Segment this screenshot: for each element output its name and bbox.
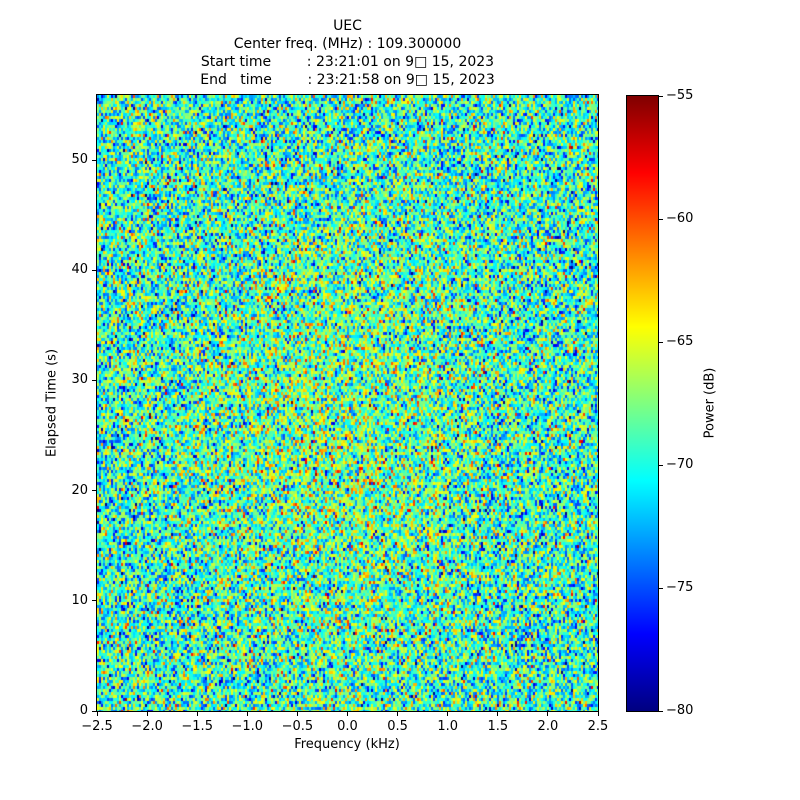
x-tick-mark bbox=[597, 712, 599, 716]
colorbar-tick-label: −70 bbox=[666, 457, 694, 472]
start-time-line: Start time : 23:21:01 on 9□ 15, 2023 bbox=[200, 54, 495, 70]
x-tick-label: −0.5 bbox=[281, 719, 314, 734]
y-tick-label: 50 bbox=[71, 152, 88, 168]
colorbar-tick-mark bbox=[659, 587, 663, 589]
x-tick-label: −1.0 bbox=[231, 719, 264, 734]
x-tick-label: 0.0 bbox=[337, 719, 358, 734]
y-tick-label: 20 bbox=[71, 482, 88, 498]
x-tick-mark bbox=[296, 712, 298, 716]
y-tick-mark bbox=[92, 159, 96, 161]
y-tick-label: 30 bbox=[71, 372, 88, 388]
colorbar-tick-label: −80 bbox=[666, 703, 694, 718]
spectrogram-heatmap bbox=[97, 95, 598, 711]
x-tick-label: −2.0 bbox=[131, 719, 163, 734]
end-time-line: End time : 23:21:58 on 9□ 15, 2023 bbox=[200, 72, 495, 88]
colorbar-tick-mark bbox=[659, 95, 663, 97]
x-tick-mark bbox=[547, 712, 549, 716]
colorbar-tick-mark bbox=[659, 341, 663, 343]
colorbar bbox=[626, 95, 659, 712]
x-tick-mark bbox=[146, 712, 148, 716]
colorbar-tick-mark bbox=[659, 710, 663, 712]
x-tick-mark bbox=[196, 712, 198, 716]
colorbar-tick-label: −55 bbox=[666, 88, 694, 103]
x-tick-label: 1.5 bbox=[487, 719, 509, 734]
plot-area bbox=[96, 94, 599, 712]
colorbar-label: Power (dB) bbox=[702, 367, 718, 439]
x-tick-mark bbox=[397, 712, 399, 716]
y-tick-mark bbox=[92, 710, 96, 712]
colorbar-tick-mark bbox=[659, 464, 663, 466]
x-tick-label: 2.5 bbox=[587, 719, 609, 734]
colorbar-tick-label: −75 bbox=[666, 580, 694, 595]
x-tick-mark bbox=[347, 712, 348, 716]
y-tick-mark bbox=[92, 600, 96, 602]
y-tick-mark bbox=[92, 379, 96, 381]
y-tick-label: 40 bbox=[71, 262, 88, 278]
x-tick-label: −2.5 bbox=[81, 719, 113, 734]
x-tick-label: −1.5 bbox=[181, 719, 213, 734]
x-tick-mark bbox=[497, 712, 499, 716]
x-tick-label: 0.5 bbox=[387, 719, 408, 734]
colorbar-tick-mark bbox=[659, 218, 663, 220]
colorbar-tick-label: −65 bbox=[666, 334, 694, 349]
x-tick-label: 1.0 bbox=[437, 719, 459, 734]
x-axis-label: Frequency (kHz) bbox=[294, 737, 400, 752]
center-frequency-line: Center freq. (MHz) : 109.300000 bbox=[233, 36, 462, 52]
x-tick-mark bbox=[246, 712, 248, 716]
title-block: UEC Center freq. (MHz) : 109.300000 Star… bbox=[97, 17, 598, 89]
y-axis-label: Elapsed Time (s) bbox=[44, 348, 60, 458]
x-tick-label: 2.0 bbox=[537, 719, 559, 734]
y-tick-label: 10 bbox=[71, 592, 88, 608]
y-tick-label: 0 bbox=[79, 703, 88, 718]
x-tick-mark bbox=[447, 712, 449, 716]
colorbar-tick-label: −60 bbox=[666, 211, 694, 226]
plot-title: UEC bbox=[333, 18, 362, 34]
x-tick-mark bbox=[96, 712, 98, 716]
y-tick-mark bbox=[92, 269, 96, 271]
y-tick-mark bbox=[92, 490, 96, 492]
